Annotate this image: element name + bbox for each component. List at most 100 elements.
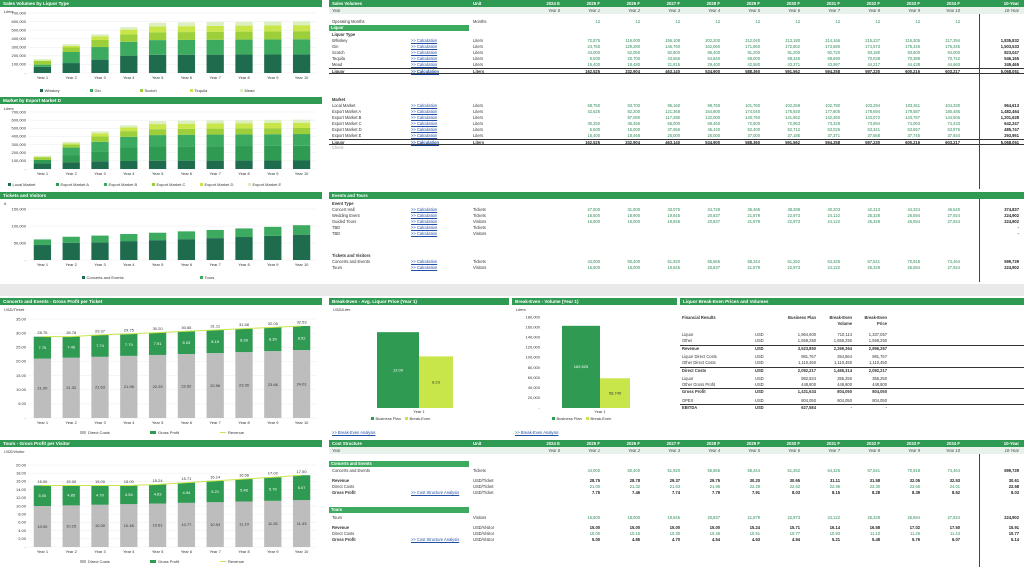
table-row: Liquor Direct Costs USD 981,767 354,864 981,…: [680, 354, 1024, 360]
row-value: 64,325: [827, 259, 840, 264]
calculation-link[interactable]: >> Calculation: [411, 69, 439, 74]
calculation-link[interactable]: >> Calculation: [411, 38, 438, 43]
calculation-link[interactable]: >> Calculation: [411, 219, 438, 224]
data-label: 30.20: [153, 326, 164, 331]
row-value: 21,879: [747, 515, 760, 520]
calculation-link[interactable]: >> Calculation: [411, 62, 438, 67]
calculation-link[interactable]: >> Calculation: [411, 207, 438, 212]
year-index-header: Year 0: [548, 8, 560, 13]
calculation-link[interactable]: >> Calculation: [411, 265, 438, 270]
year-column-header: 2027 F: [666, 1, 680, 6]
row-value: 8.28: [872, 490, 880, 495]
data-label: 22.96: [210, 383, 221, 388]
calculation-link[interactable]: >> Calculation: [411, 225, 438, 230]
bar-segment: [264, 226, 282, 236]
calculation-link[interactable]: >> Calculation: [411, 213, 438, 218]
row-value: 44,217: [867, 62, 880, 67]
y-tick-label: 20.00: [16, 359, 27, 364]
row-value: 69,460: [707, 121, 720, 126]
x-tick-label: Year 3: [94, 420, 106, 425]
chart-unit: #: [4, 201, 7, 206]
row-total: 546,155: [1004, 56, 1019, 61]
breakeven-analysis-link[interactable]: >> Break-Even Analysis: [515, 430, 559, 435]
bar-segment: [62, 242, 80, 260]
row-value: 37,656: [667, 127, 680, 132]
row-value: 15.71: [789, 525, 800, 530]
calculation-link[interactable]: >> Calculation: [411, 133, 438, 138]
calculation-link[interactable]: >> Cost Structure Analysis: [411, 537, 460, 542]
x-tick-label: Year 10: [295, 171, 309, 176]
row-label: Export Market E: [332, 133, 362, 138]
bar-segment: [235, 123, 253, 129]
row-value: 16,500: [587, 219, 600, 224]
row-value: 600,216: [905, 140, 920, 145]
legend-swatch: [240, 89, 243, 92]
row-total: 5,068,051: [1000, 140, 1019, 145]
table-row: Export Market C >> Calculation Liters 30,25…: [329, 121, 1024, 127]
bar-segment: [292, 25, 311, 32]
legend-swatch: [200, 183, 203, 186]
calculation-link[interactable]: >> Calculation: [411, 231, 438, 236]
x-tick-label: Year 9: [267, 171, 279, 176]
row-value: 18,000: [627, 219, 640, 224]
bar-segment: [148, 26, 167, 33]
bar-gross-profit: [177, 482, 196, 503]
table-header: Events and Tours: [329, 192, 1024, 199]
row-value: 95,160: [667, 103, 680, 108]
calculation-link[interactable]: >> Calculation: [411, 121, 438, 126]
bar-segment: [235, 160, 253, 169]
x-tick-label: Year 8: [238, 549, 250, 554]
row-value: 15,400: [587, 62, 600, 67]
row-value: 172,802: [785, 44, 800, 49]
total-column-separator: [979, 454, 980, 567]
row-value: 5.48: [872, 537, 880, 542]
year-column-header: 2029 F: [746, 1, 760, 6]
row-value: 162,525: [585, 140, 600, 145]
row-value: 12: [715, 19, 720, 24]
break-even-volume-header: Break-Even Volume: [829, 315, 852, 326]
calculation-link[interactable]: >> Calculation: [411, 127, 438, 132]
calculation-link[interactable]: >> Calculation: [411, 56, 438, 61]
row-value: 1,559,250: [833, 338, 852, 344]
row-value: 600,216: [905, 69, 920, 74]
calculation-link[interactable]: >> Calculation: [411, 44, 438, 49]
row-value: 16,500: [587, 213, 600, 218]
bar-segment: [148, 129, 167, 136]
calculation-link[interactable]: >> Calculation: [411, 140, 439, 145]
row-value: 29.37: [669, 478, 680, 483]
legend-label: Export Market C: [157, 182, 186, 187]
row-value: 4.85: [632, 537, 640, 542]
row-value: 24.01: [949, 484, 960, 489]
row-total: 22.58: [1008, 484, 1019, 489]
row-label: Direct Costs: [332, 484, 355, 489]
calculation-link[interactable]: >> Calculation: [411, 103, 438, 108]
row-unit: USD: [755, 345, 764, 351]
row-value: 448,800: [837, 382, 852, 388]
y-tick-label: 500,000: [12, 27, 27, 32]
calculation-link[interactable]: >> Calculation: [411, 50, 438, 55]
row-value: 7.74: [672, 490, 680, 495]
row-label: Export Market B: [332, 115, 362, 120]
row-unit: Tickets: [473, 468, 486, 473]
data-label: 17.02: [268, 471, 279, 476]
calculation-link[interactable]: >> Calculation: [411, 109, 438, 114]
calculation-link[interactable]: >> Cost Structure Analysis: [411, 490, 460, 495]
bar-segment: [235, 120, 253, 124]
y-tick-label: 16.00: [16, 479, 27, 484]
row-value: 981,767: [872, 353, 887, 359]
row-value: 463,140: [665, 140, 680, 145]
data-label: 15.00: [95, 479, 106, 484]
row-total: 224,902: [1004, 265, 1019, 270]
bar-gross-profit: [62, 485, 80, 506]
breakeven-analysis-link[interactable]: >> Break-Even Analysis: [332, 430, 376, 435]
row-value: 448,800: [801, 382, 816, 388]
calculation-link[interactable]: >> Calculation: [411, 115, 438, 120]
calculation-link[interactable]: >> Calculation: [411, 259, 438, 264]
row-value: 1,559,250: [797, 338, 816, 344]
bar-segment: [120, 41, 138, 56]
data-label: 10.77: [181, 522, 192, 527]
row-label: Direct Costs: [332, 531, 355, 536]
row-value: 94,000: [947, 50, 960, 55]
row-value: 37,185: [787, 133, 800, 138]
x-tick-label: Year 4: [123, 75, 135, 80]
